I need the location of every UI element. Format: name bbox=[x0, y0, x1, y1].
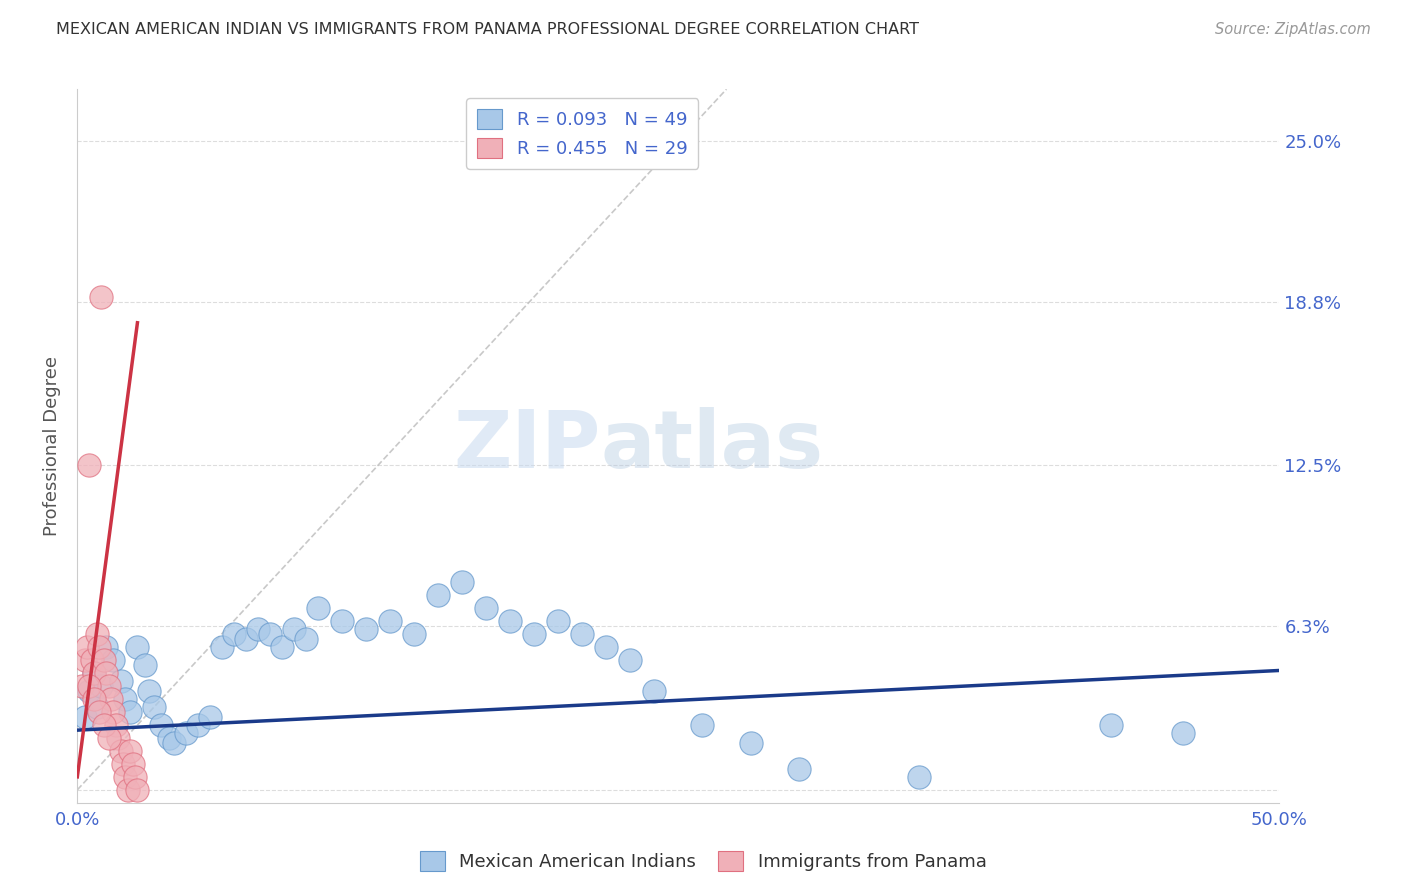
Point bbox=[1173, 725, 1195, 739]
Point bbox=[499, 614, 522, 628]
Point bbox=[475, 601, 498, 615]
Point bbox=[117, 782, 139, 797]
Point bbox=[157, 731, 180, 745]
Point bbox=[70, 679, 93, 693]
Legend: R = 0.093   N = 49, R = 0.455   N = 29: R = 0.093 N = 49, R = 0.455 N = 29 bbox=[467, 98, 699, 169]
Point bbox=[294, 632, 316, 647]
Point bbox=[127, 782, 149, 797]
Point bbox=[619, 653, 641, 667]
Point bbox=[150, 718, 173, 732]
Point bbox=[76, 640, 98, 654]
Point bbox=[595, 640, 617, 654]
Point bbox=[571, 627, 593, 641]
Point bbox=[120, 705, 142, 719]
Point bbox=[908, 770, 931, 784]
Point bbox=[259, 627, 281, 641]
Point bbox=[107, 731, 129, 745]
Point bbox=[330, 614, 353, 628]
Point bbox=[787, 762, 810, 776]
Point bbox=[87, 640, 110, 654]
Point bbox=[83, 666, 105, 681]
Point bbox=[97, 679, 120, 693]
Point bbox=[127, 640, 149, 654]
Point bbox=[692, 718, 714, 732]
Y-axis label: Professional Degree: Professional Degree bbox=[44, 356, 62, 536]
Point bbox=[270, 640, 292, 654]
Point bbox=[73, 710, 96, 724]
Point bbox=[103, 705, 125, 719]
Point bbox=[93, 653, 115, 667]
Point bbox=[79, 684, 101, 698]
Point bbox=[235, 632, 257, 647]
Point bbox=[1099, 718, 1122, 732]
Point bbox=[307, 601, 329, 615]
Point bbox=[87, 705, 110, 719]
Point bbox=[211, 640, 233, 654]
Point bbox=[86, 699, 108, 714]
Point bbox=[110, 744, 132, 758]
Point bbox=[222, 627, 245, 641]
Point bbox=[187, 718, 209, 732]
Point bbox=[134, 658, 156, 673]
Point bbox=[97, 731, 120, 745]
Point bbox=[110, 673, 132, 688]
Point bbox=[73, 653, 96, 667]
Point bbox=[547, 614, 569, 628]
Point bbox=[283, 622, 305, 636]
Point bbox=[103, 653, 125, 667]
Point bbox=[451, 575, 474, 590]
Text: MEXICAN AMERICAN INDIAN VS IMMIGRANTS FROM PANAMA PROFESSIONAL DEGREE CORRELATIO: MEXICAN AMERICAN INDIAN VS IMMIGRANTS FR… bbox=[56, 22, 920, 37]
Point bbox=[96, 640, 118, 654]
Point bbox=[86, 627, 108, 641]
Point bbox=[402, 627, 425, 641]
Text: ZIP: ZIP bbox=[453, 407, 600, 485]
Point bbox=[90, 290, 112, 304]
Point bbox=[162, 736, 184, 750]
Point bbox=[79, 458, 101, 473]
Point bbox=[174, 725, 197, 739]
Point bbox=[740, 736, 762, 750]
Point bbox=[90, 679, 112, 693]
Point bbox=[138, 684, 160, 698]
Point bbox=[427, 588, 450, 602]
Legend: Mexican American Indians, Immigrants from Panama: Mexican American Indians, Immigrants fro… bbox=[412, 844, 994, 879]
Point bbox=[104, 718, 127, 732]
Point bbox=[378, 614, 401, 628]
Point bbox=[83, 692, 105, 706]
Point bbox=[83, 666, 105, 681]
Text: Source: ZipAtlas.com: Source: ZipAtlas.com bbox=[1215, 22, 1371, 37]
Point bbox=[523, 627, 546, 641]
Point bbox=[93, 718, 115, 732]
Point bbox=[80, 653, 103, 667]
Point bbox=[198, 710, 221, 724]
Point bbox=[354, 622, 377, 636]
Point bbox=[643, 684, 665, 698]
Point bbox=[124, 770, 146, 784]
Text: atlas: atlas bbox=[600, 407, 824, 485]
Point bbox=[100, 692, 122, 706]
Point bbox=[111, 756, 134, 771]
Point bbox=[246, 622, 269, 636]
Point bbox=[79, 679, 101, 693]
Point bbox=[114, 692, 136, 706]
Point bbox=[121, 756, 143, 771]
Point bbox=[120, 744, 142, 758]
Point bbox=[143, 699, 166, 714]
Point bbox=[114, 770, 136, 784]
Point bbox=[96, 666, 118, 681]
